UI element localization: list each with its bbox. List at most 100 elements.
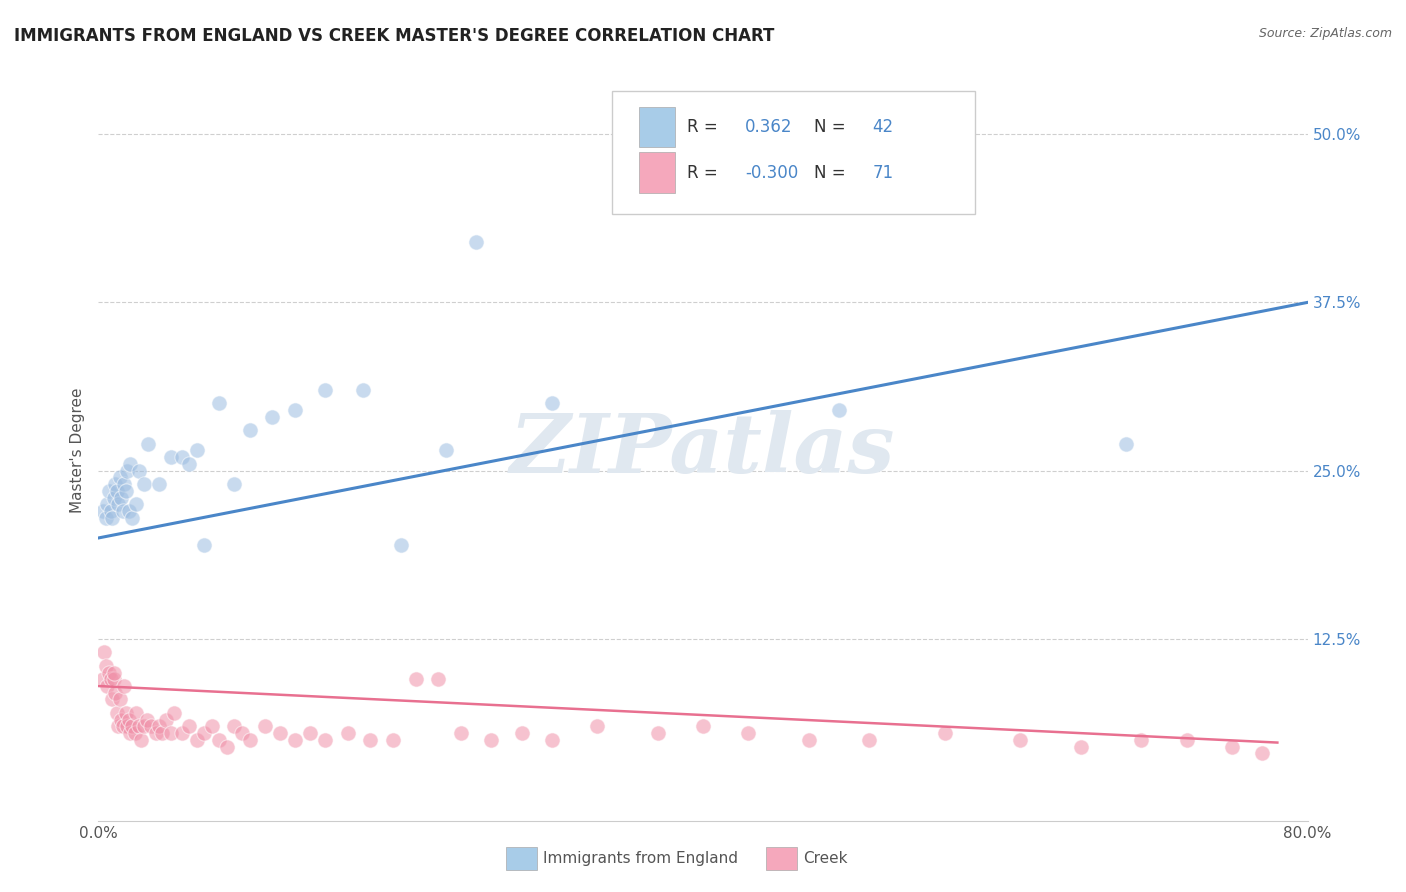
Point xyxy=(98,483,121,498)
Point xyxy=(193,538,215,552)
Point xyxy=(115,464,138,478)
Point xyxy=(132,477,155,491)
Point xyxy=(91,673,114,687)
Point xyxy=(692,719,714,733)
Point xyxy=(121,719,143,733)
Point xyxy=(427,673,450,687)
Point xyxy=(110,491,132,505)
Point xyxy=(284,403,307,417)
Point xyxy=(186,732,208,747)
Point xyxy=(160,726,183,740)
Point xyxy=(124,726,146,740)
Point xyxy=(155,713,177,727)
Point xyxy=(1220,739,1243,754)
Point xyxy=(201,719,224,733)
FancyBboxPatch shape xyxy=(638,106,675,147)
Point xyxy=(540,396,562,410)
Point xyxy=(112,679,135,693)
Point xyxy=(148,719,170,733)
Point xyxy=(208,396,231,410)
Point xyxy=(1115,436,1137,450)
Point xyxy=(314,383,336,397)
Point xyxy=(1251,747,1274,761)
Point xyxy=(121,510,143,524)
Point xyxy=(160,450,183,465)
Point xyxy=(145,726,167,740)
Point xyxy=(224,477,246,491)
Point xyxy=(114,706,136,720)
Point xyxy=(186,443,208,458)
Point xyxy=(105,706,128,720)
Point xyxy=(150,726,173,740)
Point xyxy=(170,450,193,465)
Point xyxy=(284,732,307,747)
Point xyxy=(382,732,405,747)
Point xyxy=(132,719,155,733)
Text: N =: N = xyxy=(814,164,851,182)
Point xyxy=(1130,732,1153,747)
Point xyxy=(128,719,150,733)
Point xyxy=(1175,732,1198,747)
Point xyxy=(465,235,488,249)
Point xyxy=(94,658,117,673)
Text: R =: R = xyxy=(688,164,723,182)
Point xyxy=(540,732,562,747)
Point xyxy=(108,692,131,706)
Text: Creek: Creek xyxy=(803,852,848,866)
Text: Immigrants from England: Immigrants from England xyxy=(543,852,738,866)
Point xyxy=(101,510,124,524)
Point xyxy=(115,719,138,733)
Point xyxy=(104,477,127,491)
Point xyxy=(136,436,159,450)
Point xyxy=(405,673,427,687)
Point xyxy=(135,713,157,727)
Point xyxy=(129,732,152,747)
Point xyxy=(299,726,322,740)
Point xyxy=(352,383,374,397)
Point xyxy=(314,732,336,747)
Point xyxy=(193,726,215,740)
Point xyxy=(107,497,129,511)
Point xyxy=(647,726,669,740)
Point xyxy=(118,504,141,518)
Point xyxy=(103,491,125,505)
Point xyxy=(858,732,880,747)
Point xyxy=(239,423,262,437)
Point xyxy=(94,510,117,524)
Point xyxy=(231,726,253,740)
Point xyxy=(179,719,201,733)
Point xyxy=(481,732,503,747)
Text: N =: N = xyxy=(814,118,851,136)
Point xyxy=(141,719,163,733)
Point xyxy=(239,732,262,747)
Point xyxy=(170,726,193,740)
Point xyxy=(114,483,136,498)
Point xyxy=(91,504,114,518)
Point xyxy=(108,470,131,484)
Point xyxy=(510,726,533,740)
Text: Source: ZipAtlas.com: Source: ZipAtlas.com xyxy=(1258,27,1392,40)
Text: IMMIGRANTS FROM ENGLAND VS CREEK MASTER'S DEGREE CORRELATION CHART: IMMIGRANTS FROM ENGLAND VS CREEK MASTER'… xyxy=(14,27,775,45)
Point xyxy=(797,732,820,747)
Point xyxy=(103,665,125,680)
Point xyxy=(208,732,231,747)
Point xyxy=(450,726,472,740)
Point xyxy=(96,679,118,693)
Point xyxy=(179,457,201,471)
Point xyxy=(101,692,124,706)
Point xyxy=(125,706,148,720)
Point xyxy=(105,483,128,498)
Text: -0.300: -0.300 xyxy=(745,164,799,182)
Point xyxy=(118,713,141,727)
Point xyxy=(148,477,170,491)
Point xyxy=(389,538,412,552)
Point xyxy=(111,504,134,518)
Point xyxy=(111,719,134,733)
Point xyxy=(434,443,457,458)
Point xyxy=(1010,732,1032,747)
Point xyxy=(1070,739,1092,754)
Point xyxy=(98,665,121,680)
Point xyxy=(215,739,238,754)
Point xyxy=(360,732,382,747)
Point xyxy=(100,673,122,687)
